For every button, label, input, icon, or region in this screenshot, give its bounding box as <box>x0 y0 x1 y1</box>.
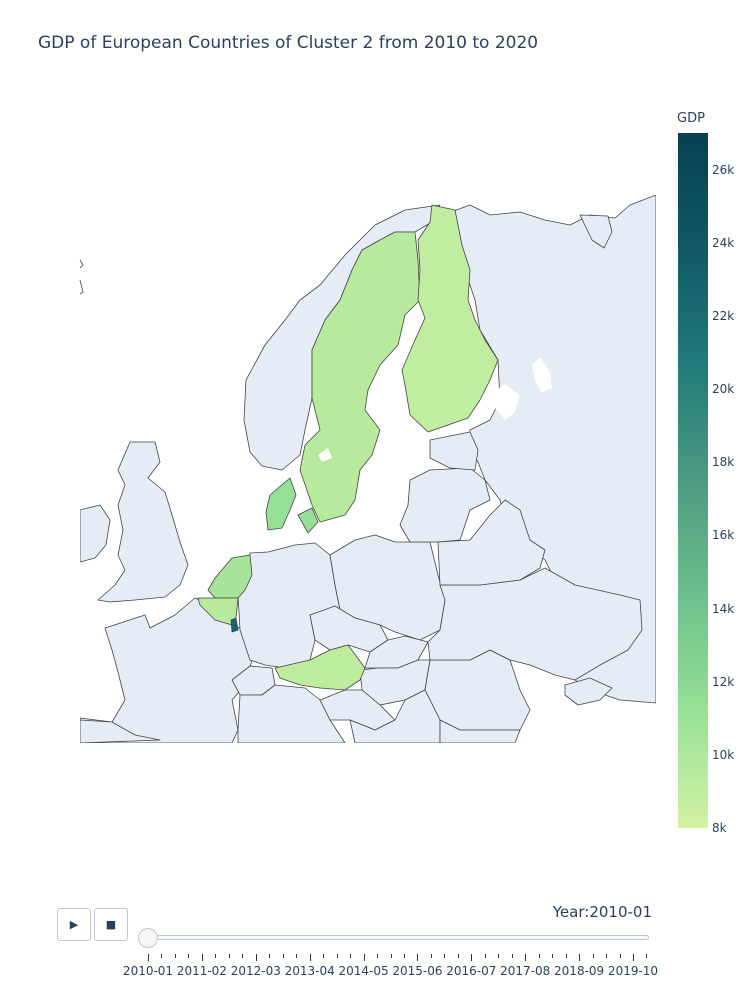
slider-tick <box>592 954 594 958</box>
slider-tick <box>228 954 230 958</box>
slider-tick <box>565 954 567 958</box>
slider-tick <box>282 954 284 958</box>
slider-tick <box>269 954 271 958</box>
slider-tick <box>403 954 405 958</box>
land-balkans <box>349 689 441 743</box>
region-denmark <box>265 477 297 531</box>
land-bulgaria-moldova <box>439 719 521 743</box>
slider-tick <box>255 954 257 961</box>
colorbar-tick-label: 10k <box>712 747 735 762</box>
region-luxembourg <box>230 617 239 633</box>
slider-tick <box>309 954 311 961</box>
slider-tick <box>430 954 432 958</box>
slider-tick <box>188 954 190 958</box>
slider-step-label[interactable]: 2017-08 <box>500 964 551 978</box>
colorbar-title: GDP <box>677 111 705 126</box>
slider-tick <box>444 954 446 958</box>
colorbar-tick-label: 24k <box>712 235 735 250</box>
slider-tick <box>619 954 621 958</box>
slider-tick <box>525 954 527 961</box>
stop-button[interactable]: ■ <box>94 908 128 941</box>
slider-step-label[interactable]: 2013-04 <box>284 964 335 978</box>
lake-vanern <box>318 448 332 462</box>
colorbar-tick-label: 20k <box>712 382 735 397</box>
colorbar-tick-label: 16k <box>712 528 735 543</box>
slider-tick <box>498 954 500 958</box>
colorbar <box>678 133 708 828</box>
slider-current-value: Year:2010-01 <box>552 903 652 921</box>
slider-step-label[interactable]: 2019-10 <box>607 964 659 978</box>
slider-tick <box>579 954 581 961</box>
slider-step-label[interactable]: 2012-03 <box>230 964 281 978</box>
slider-tick <box>336 954 338 958</box>
chart-title: GDP of European Countries of Cluster 2 f… <box>38 33 539 53</box>
land-baltics <box>399 467 491 543</box>
slider-step-label[interactable]: 2010-01 <box>122 964 174 978</box>
slider-tick <box>363 954 365 961</box>
land-spain <box>80 719 161 743</box>
land-svalbard-bits <box>579 214 613 249</box>
colorbar-tick-label: 8k <box>712 821 727 835</box>
play-icon: ▶ <box>69 918 79 931</box>
slider-tick <box>417 954 419 961</box>
lake-ladoga <box>493 384 520 420</box>
slider-tick <box>174 954 176 958</box>
slider-tick <box>215 954 217 958</box>
land-uk <box>97 441 189 603</box>
colorbar-tick-label: 14k <box>712 601 735 616</box>
land-ireland <box>80 504 111 563</box>
slider-tick <box>148 954 149 961</box>
colorbar-tick-label: 22k <box>712 308 735 323</box>
slider-step-label[interactable]: 2016-07 <box>446 964 497 978</box>
land-romania <box>424 649 531 731</box>
slider-tick <box>377 954 379 958</box>
colorbar-tick-label: 12k <box>712 674 735 689</box>
colorbar-tick-label: 18k <box>712 455 735 470</box>
land-belarus <box>437 499 546 586</box>
slider-tick <box>350 954 352 958</box>
stop-icon: ■ <box>105 918 117 931</box>
slider-tick <box>552 954 554 958</box>
land-estonia <box>429 431 479 471</box>
region-sweden <box>299 231 421 523</box>
region-austria <box>274 644 366 691</box>
slider-tick <box>538 954 540 958</box>
slider-handle[interactable] <box>138 928 158 948</box>
slider-tick <box>296 954 298 958</box>
slider-tick <box>390 954 392 958</box>
slider-tick <box>161 954 163 958</box>
coast-fragment-north <box>79 259 84 295</box>
land-crimea <box>564 677 613 706</box>
slider-tick <box>484 954 486 958</box>
slider-tick <box>646 954 648 958</box>
slider-tick <box>457 954 459 958</box>
slider-step-label[interactable]: 2018-09 <box>554 964 605 978</box>
slider-tick <box>201 954 203 961</box>
slider-tick <box>606 954 608 958</box>
region-denmark-island <box>297 507 319 534</box>
land-germany <box>237 542 341 669</box>
slider-step-label[interactable]: 2011-02 <box>176 964 227 978</box>
slider-step-label[interactable]: 2014-05 <box>338 964 389 978</box>
colorbar-tick-label: 26k <box>712 162 735 177</box>
region-netherlands <box>207 554 253 599</box>
lake-onega <box>532 357 552 393</box>
slider-tick <box>511 954 513 958</box>
slider-tick <box>242 954 244 958</box>
slider-rail[interactable] <box>140 935 649 940</box>
region-finland <box>401 204 499 433</box>
slider-tick <box>633 954 634 961</box>
play-button[interactable]: ▶ <box>57 908 91 941</box>
slider-tick <box>471 954 473 961</box>
slider-tick <box>323 954 325 958</box>
slider-step-label[interactable]: 2015-06 <box>392 964 443 978</box>
